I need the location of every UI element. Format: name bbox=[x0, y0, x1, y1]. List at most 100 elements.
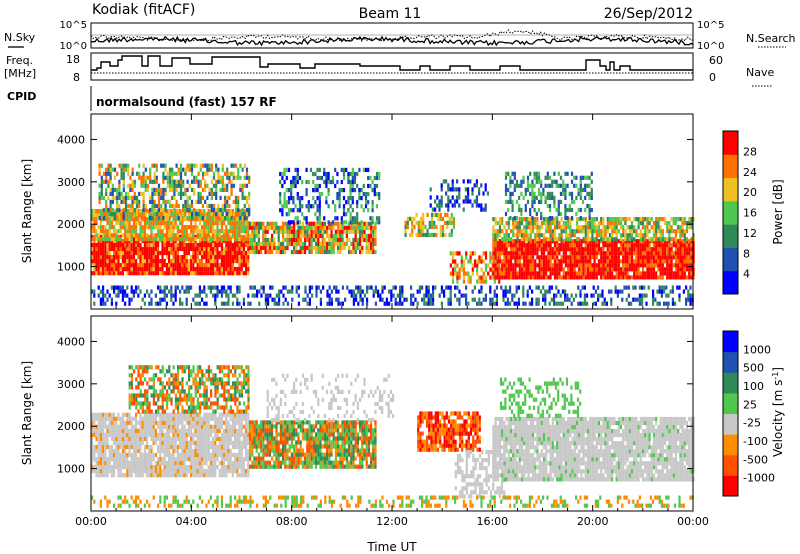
heat-cell bbox=[635, 255, 638, 260]
heat-cell bbox=[95, 255, 98, 260]
heat-cell bbox=[564, 171, 567, 176]
heat-cell bbox=[184, 187, 187, 192]
heat-cell bbox=[671, 301, 674, 306]
heat-cell bbox=[624, 217, 627, 222]
heat-cell bbox=[238, 233, 241, 238]
heat-cell bbox=[271, 285, 274, 290]
heat-cell bbox=[192, 233, 195, 238]
heat-cell bbox=[257, 245, 260, 250]
heat-cell bbox=[549, 271, 552, 276]
heat-cell bbox=[93, 267, 96, 272]
heat-cell bbox=[652, 301, 655, 306]
heat-cell bbox=[562, 229, 565, 234]
heat-cell bbox=[216, 259, 219, 264]
heat-cell bbox=[334, 183, 337, 189]
heat-cell bbox=[622, 243, 625, 248]
heat-cell bbox=[321, 229, 324, 234]
heat-cell bbox=[273, 301, 276, 306]
heat-cell bbox=[220, 242, 223, 248]
heat-cell bbox=[194, 259, 197, 264]
heat-cell bbox=[370, 285, 373, 290]
heat-cell bbox=[421, 297, 424, 302]
heat-cell bbox=[110, 420, 113, 425]
heat-cell bbox=[358, 196, 361, 201]
heat-cell bbox=[318, 175, 321, 181]
heat-cell bbox=[218, 217, 221, 222]
heat-cell bbox=[130, 229, 133, 234]
heat-cell bbox=[207, 246, 210, 252]
heat-cell bbox=[668, 259, 671, 264]
heat-cell bbox=[198, 259, 201, 264]
heat-cell bbox=[549, 225, 552, 230]
heat-cell bbox=[201, 175, 205, 180]
heat-cell bbox=[660, 289, 663, 294]
heat-cell bbox=[124, 267, 127, 272]
heat-cell bbox=[203, 250, 206, 256]
heat-cell bbox=[593, 229, 596, 234]
heat-cell bbox=[119, 234, 122, 239]
heat-cell bbox=[290, 220, 293, 225]
heat-cell bbox=[591, 263, 594, 268]
heat-cell bbox=[129, 195, 132, 200]
heat-cell bbox=[595, 275, 598, 280]
heat-cell bbox=[505, 229, 508, 234]
heat-cell bbox=[234, 217, 237, 222]
heat-cell bbox=[589, 255, 592, 260]
heat-cell bbox=[192, 267, 195, 272]
heat-cell bbox=[216, 246, 219, 252]
heat-cell bbox=[177, 191, 180, 196]
heat-cell bbox=[608, 225, 612, 230]
heat-cell bbox=[559, 293, 562, 298]
heat-cell bbox=[305, 188, 308, 193]
heat-cell bbox=[681, 247, 684, 252]
heat-cell bbox=[237, 211, 240, 217]
heat-cell bbox=[672, 237, 675, 242]
heat-cell bbox=[172, 213, 175, 218]
heat-cell bbox=[578, 229, 581, 234]
heat-cell bbox=[544, 297, 547, 302]
heat-cell bbox=[106, 237, 109, 242]
heat-cell bbox=[494, 271, 497, 276]
heat-cell bbox=[98, 216, 101, 221]
heat-cell bbox=[674, 217, 678, 222]
heat-cell bbox=[135, 237, 138, 242]
heat-cell bbox=[444, 220, 447, 225]
heat-cell bbox=[283, 192, 286, 197]
heat-cell bbox=[644, 271, 647, 276]
heat-cell bbox=[275, 229, 278, 234]
heat-cell bbox=[681, 229, 684, 234]
heat-cell bbox=[318, 167, 321, 172]
heat-cell bbox=[632, 285, 635, 290]
heat-cell bbox=[385, 297, 388, 302]
heat-cell bbox=[606, 217, 609, 222]
heat-cell bbox=[162, 163, 165, 168]
heat-cell bbox=[343, 241, 346, 246]
heat-cell bbox=[98, 195, 101, 200]
heat-cell bbox=[374, 301, 377, 306]
heat-cell bbox=[251, 293, 254, 298]
heat-cell bbox=[247, 271, 250, 276]
heat-cell bbox=[215, 195, 218, 200]
heat-cell bbox=[614, 285, 617, 290]
heat-cell bbox=[120, 195, 123, 200]
noise-panel-frame bbox=[90, 22, 694, 49]
heat-cell bbox=[600, 237, 603, 242]
heat-cell bbox=[323, 241, 326, 246]
heat-cell bbox=[255, 229, 258, 234]
heat-cell bbox=[507, 225, 510, 230]
heat-cell bbox=[152, 246, 155, 252]
heat-cell bbox=[142, 175, 145, 180]
heat-cell bbox=[124, 263, 127, 268]
heat-cell bbox=[619, 247, 623, 252]
heat-cell bbox=[304, 237, 307, 242]
heat-cell bbox=[176, 233, 179, 238]
heat-cell bbox=[633, 225, 636, 230]
heat-cell bbox=[372, 293, 375, 298]
heat-cell bbox=[523, 263, 526, 268]
heat-cell bbox=[339, 245, 342, 250]
heat-cell bbox=[119, 267, 122, 272]
heat-cell bbox=[148, 237, 151, 242]
heat-cell bbox=[557, 211, 560, 217]
heat-cell bbox=[551, 271, 554, 276]
heat-cell bbox=[102, 233, 105, 238]
